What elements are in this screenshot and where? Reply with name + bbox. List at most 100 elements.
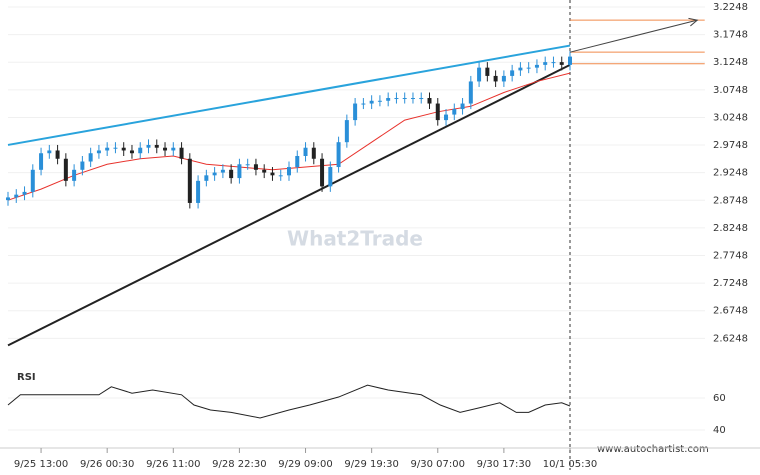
candle-body <box>534 64 539 68</box>
candle-body <box>410 98 415 100</box>
source: www.autochartist.com <box>597 444 709 455</box>
candle-body <box>518 67 523 71</box>
candle-body <box>311 147 316 159</box>
candle-body <box>526 67 531 69</box>
watermark: What2Trade <box>287 227 423 251</box>
arrow-head <box>688 17 699 27</box>
candle-body <box>427 98 432 104</box>
candle-body <box>80 161 85 170</box>
y-tick-label: 3.1748 <box>713 30 748 41</box>
candle-body <box>336 142 341 168</box>
candle-body <box>303 147 308 156</box>
rsi-tick-label: 60 <box>713 393 726 404</box>
candle-body <box>245 164 250 166</box>
candle-body <box>220 169 225 173</box>
candle-body <box>96 150 101 154</box>
candle-body <box>477 67 482 82</box>
candle-body <box>163 147 168 151</box>
x-tick-label: 9/30 07:00 <box>411 459 465 470</box>
y-tick-label: 3.1248 <box>713 57 748 68</box>
candle-body <box>295 155 300 168</box>
candle-body <box>179 147 184 159</box>
candle-body <box>270 172 275 176</box>
projection-arrow <box>569 19 698 53</box>
candle-body <box>394 98 399 100</box>
candle-body <box>485 67 490 76</box>
candle-body <box>501 75 506 82</box>
candle-body <box>196 180 201 203</box>
candle-body <box>187 158 192 203</box>
candle-body <box>229 169 234 179</box>
candle-body <box>154 144 159 148</box>
y-tick-label: 2.8248 <box>713 223 748 234</box>
candle-body <box>129 150 134 154</box>
y-tick-label: 2.7748 <box>713 251 748 262</box>
candle-body <box>237 164 242 179</box>
x-tick-label: 9/26 11:00 <box>146 459 200 470</box>
candle-body <box>543 62 548 65</box>
y-tick-label: 2.7248 <box>713 278 748 289</box>
x-tick-label: 9/28 22:30 <box>212 459 266 470</box>
candle-body <box>460 103 465 110</box>
candle-body <box>444 114 449 121</box>
candle-body <box>361 103 366 105</box>
candle-body <box>386 98 391 101</box>
candle-body <box>468 81 473 104</box>
candle-body <box>419 98 424 100</box>
candle-body <box>402 98 407 100</box>
support-line <box>7 63 571 347</box>
candle-body <box>278 175 283 177</box>
x-tick-label: 9/26 00:30 <box>80 459 134 470</box>
candle-body <box>328 167 333 187</box>
candle-body <box>262 169 267 173</box>
candle-body <box>47 150 52 154</box>
candle-body <box>113 147 118 149</box>
resistance-line <box>7 44 571 146</box>
candle-body <box>39 153 44 170</box>
candle-body <box>105 147 110 151</box>
candle-body <box>30 169 35 192</box>
candle-body <box>55 150 60 159</box>
x-tick-label: 9/29 19:30 <box>344 459 398 470</box>
candle-body <box>369 100 374 104</box>
y-tick-label: 2.9748 <box>713 140 748 151</box>
candle-body <box>6 197 10 201</box>
candle-body <box>287 167 291 176</box>
candle-body <box>121 147 126 151</box>
candle-body <box>146 144 151 148</box>
x-tick-label: 9/30 17:30 <box>477 459 531 470</box>
candle-body <box>320 158 325 187</box>
candle-body <box>559 62 564 65</box>
y-tick-label: 2.9248 <box>713 168 748 179</box>
candle-body <box>493 75 498 82</box>
candle-body <box>88 153 93 162</box>
candle-body <box>452 109 457 115</box>
y-tick-label: 3.0248 <box>713 112 748 123</box>
candle-body <box>72 169 77 181</box>
candle-body <box>204 175 209 181</box>
candle-body <box>212 172 217 176</box>
x-tick-label: 9/29 09:00 <box>278 459 332 470</box>
y-tick-label: 2.8748 <box>713 195 748 206</box>
candle-body <box>344 120 349 143</box>
candle-body <box>377 100 382 102</box>
candle-body <box>138 147 143 154</box>
rsi-tick-label: 40 <box>713 425 726 436</box>
candle-body <box>551 62 556 64</box>
y-tick-label: 3.2248 <box>713 2 748 13</box>
rsi-line <box>7 384 571 419</box>
candle-body <box>353 103 358 121</box>
moving-average <box>7 72 571 201</box>
y-tick-label: 3.0748 <box>713 85 748 96</box>
y-tick-label: 2.6248 <box>713 333 748 344</box>
candle-body <box>14 194 19 198</box>
candle-body <box>435 103 440 121</box>
candle-body <box>510 70 515 76</box>
candle-body <box>171 147 176 151</box>
candle-body <box>22 191 27 195</box>
x-tick-label: 9/25 13:00 <box>14 459 68 470</box>
rsi-title: RSI <box>17 372 36 383</box>
candle-body <box>568 56 572 65</box>
y-tick-label: 2.6748 <box>713 306 748 317</box>
